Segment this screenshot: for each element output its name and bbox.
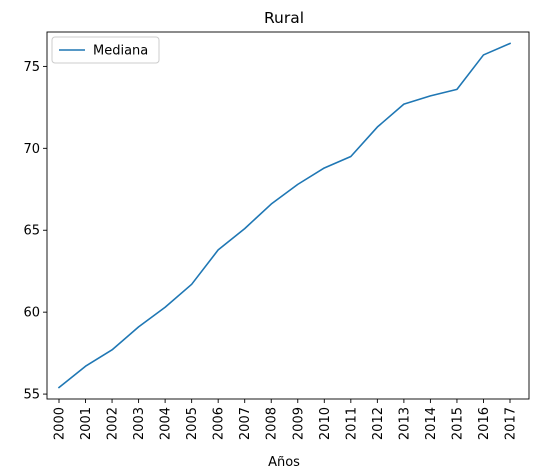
x-tick-label: 2004 (159, 407, 174, 440)
x-axis-title: Años (268, 455, 300, 470)
legend: Mediana (51, 36, 160, 64)
x-tick-label: 2002 (106, 407, 121, 440)
x-tick-label: 2012 (371, 407, 386, 440)
x-tick-label: 2005 (185, 407, 200, 440)
x-tick-label: 2015 (450, 407, 465, 440)
y-tick-label: 55 (23, 388, 40, 403)
x-tick-label: 2016 (477, 407, 492, 440)
y-tick-label: 65 (23, 224, 40, 239)
x-tick-label: 2003 (132, 407, 147, 440)
chart-title: Rural (264, 9, 304, 27)
x-tick-label: 2009 (291, 407, 306, 440)
y-tick-label: 60 (23, 306, 40, 321)
legend-label: Mediana (93, 44, 148, 59)
x-tick-label: 2006 (212, 407, 227, 440)
y-tick-label: 75 (23, 60, 40, 75)
x-tick-label: 2000 (53, 407, 68, 440)
legend-box (51, 36, 160, 64)
x-tick-label: 2008 (265, 407, 280, 440)
plot-frame (46, 31, 530, 400)
x-tick-label: 2007 (238, 407, 253, 440)
x-tick-label: 2013 (397, 407, 412, 440)
y-tick-label: 70 (23, 142, 40, 157)
x-tick-label: 2014 (424, 407, 439, 440)
x-tick-label: 2017 (504, 407, 519, 440)
x-tick-label: 2011 (344, 407, 359, 440)
x-tick-label: 2010 (318, 407, 333, 440)
plot-area: 55 60 65 70 75 2000 2001 2002 2003 2004 2005 2006 20… (23, 31, 530, 440)
series-line (57, 42, 512, 389)
x-tick-label: 2001 (79, 407, 94, 440)
